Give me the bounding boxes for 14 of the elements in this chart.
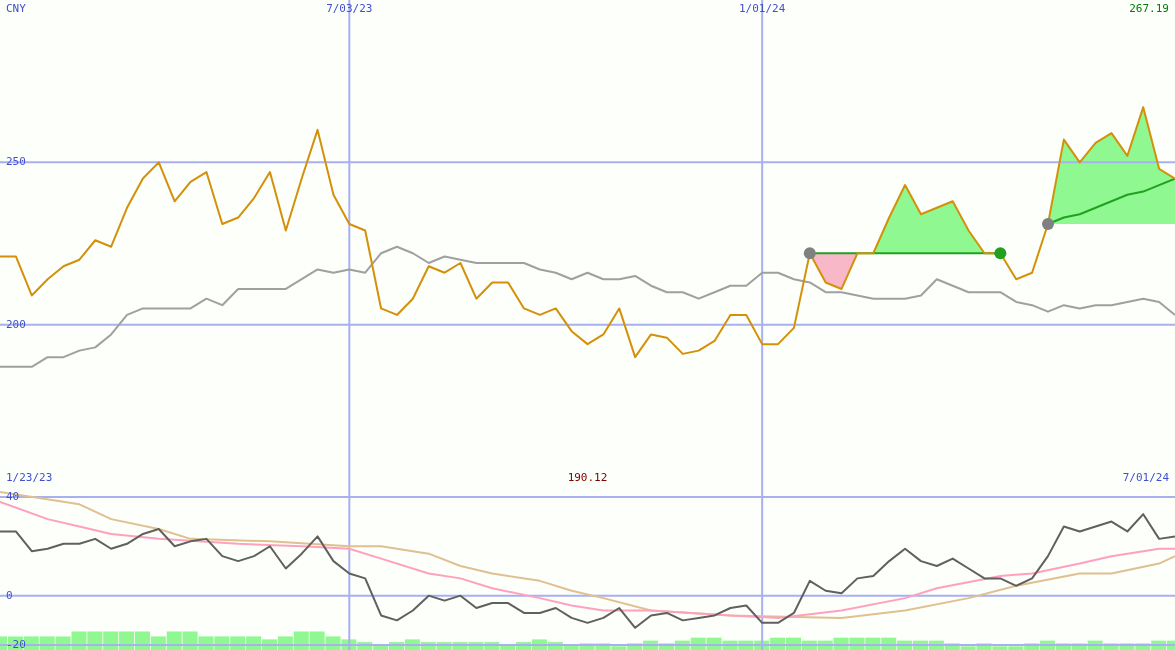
y-tick-label: 250 (5, 155, 27, 170)
y-tick-label: 0 (5, 588, 14, 603)
y-tick-label: 200 (5, 317, 27, 332)
y-tick-label: 40 (5, 489, 21, 504)
x-tick-label: 1/01/24 (737, 2, 787, 15)
annotation: 267.19 (1129, 2, 1169, 15)
y-axis-title: CNY (6, 2, 26, 15)
line-series (0, 513, 1175, 629)
x-tick-label: 7/03/23 (325, 2, 374, 15)
annotation: 1/23/23 (6, 471, 53, 484)
line-series (0, 245, 1175, 368)
annotation: 190.12 (567, 471, 608, 484)
annotation: 7/01/24 (1122, 471, 1169, 484)
line-series (0, 106, 1175, 359)
